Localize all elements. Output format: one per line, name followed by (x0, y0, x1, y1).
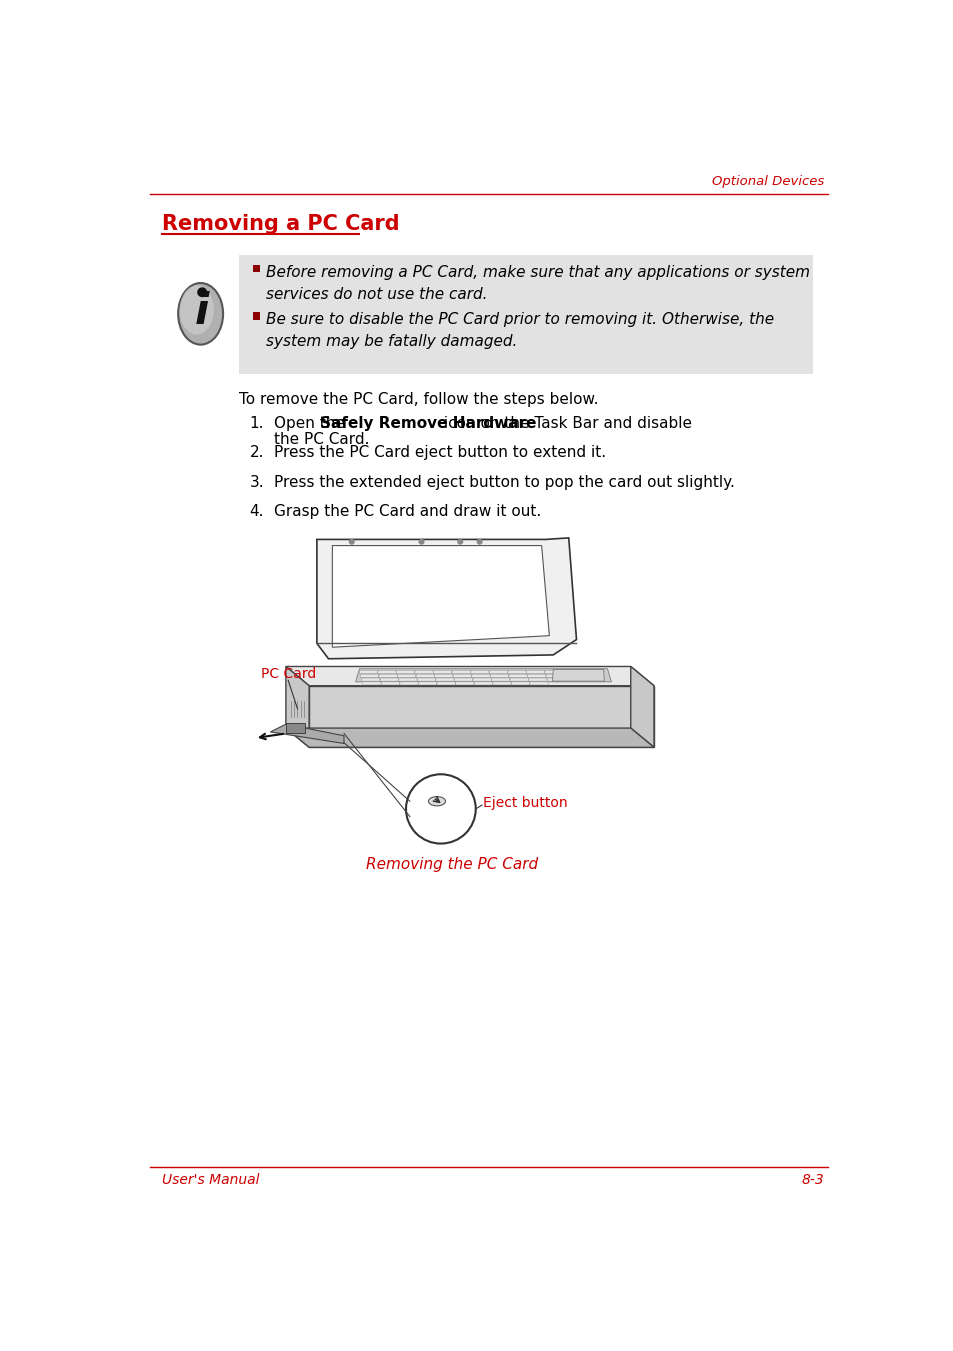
Polygon shape (286, 666, 309, 747)
Text: the PC Card.: the PC Card. (274, 431, 370, 447)
Polygon shape (473, 678, 491, 681)
Text: Removing the PC Card: Removing the PC Card (366, 857, 538, 871)
Polygon shape (545, 674, 564, 677)
Text: 1.: 1. (249, 416, 264, 431)
Polygon shape (362, 682, 381, 685)
Polygon shape (489, 670, 507, 673)
Circle shape (418, 539, 423, 544)
Polygon shape (361, 678, 379, 681)
Polygon shape (397, 674, 416, 677)
Polygon shape (510, 678, 528, 681)
Polygon shape (544, 670, 563, 673)
Polygon shape (436, 678, 454, 681)
Polygon shape (474, 682, 492, 685)
Polygon shape (416, 674, 435, 677)
Polygon shape (552, 670, 604, 681)
Ellipse shape (179, 285, 213, 335)
Text: Safely Remove Hardware: Safely Remove Hardware (319, 416, 536, 431)
Polygon shape (581, 670, 599, 673)
Polygon shape (286, 728, 654, 747)
Polygon shape (564, 674, 582, 677)
Text: User's Manual: User's Manual (162, 1173, 259, 1188)
Text: Grasp the PC Card and draw it out.: Grasp the PC Card and draw it out. (274, 504, 541, 519)
Text: PC Card: PC Card (260, 667, 315, 681)
Polygon shape (415, 670, 433, 673)
Circle shape (349, 539, 354, 544)
Polygon shape (270, 724, 344, 743)
Text: To remove the PC Card, follow the steps below.: To remove the PC Card, follow the steps … (239, 392, 598, 407)
Circle shape (476, 539, 481, 544)
Polygon shape (316, 538, 576, 659)
Text: Eject button: Eject button (483, 796, 568, 809)
FancyBboxPatch shape (253, 265, 260, 273)
Text: 2.: 2. (249, 446, 264, 461)
Circle shape (406, 774, 476, 843)
Text: Removing a PC Card: Removing a PC Card (162, 213, 399, 234)
Text: Press the PC Card eject button to extend it.: Press the PC Card eject button to extend… (274, 446, 606, 461)
Text: Open the: Open the (274, 416, 350, 431)
Polygon shape (377, 670, 395, 673)
Polygon shape (378, 674, 397, 677)
Polygon shape (490, 674, 508, 677)
Polygon shape (435, 674, 453, 677)
Polygon shape (286, 666, 654, 686)
Polygon shape (528, 678, 547, 681)
Polygon shape (381, 682, 399, 685)
Polygon shape (453, 674, 471, 677)
Ellipse shape (428, 797, 445, 805)
Text: Before removing a PC Card, make sure that any applications or system
services do: Before removing a PC Card, make sure tha… (266, 265, 810, 301)
Polygon shape (491, 678, 510, 681)
Polygon shape (355, 669, 611, 682)
Text: 4.: 4. (249, 504, 264, 519)
Polygon shape (492, 682, 511, 685)
Polygon shape (470, 670, 489, 673)
Polygon shape (526, 670, 544, 673)
Polygon shape (630, 666, 654, 747)
Polygon shape (563, 670, 581, 673)
Text: 8-3: 8-3 (801, 1173, 823, 1188)
Polygon shape (417, 682, 436, 685)
Polygon shape (471, 674, 490, 677)
Polygon shape (436, 682, 455, 685)
Text: 3.: 3. (249, 474, 264, 490)
Circle shape (197, 288, 206, 296)
Polygon shape (508, 674, 527, 677)
Polygon shape (286, 723, 305, 734)
Polygon shape (416, 678, 436, 681)
Ellipse shape (178, 282, 223, 345)
Polygon shape (379, 678, 398, 681)
Polygon shape (547, 678, 565, 681)
Polygon shape (399, 682, 417, 685)
Text: Press the extended eject button to pop the card out slightly.: Press the extended eject button to pop t… (274, 474, 735, 490)
Polygon shape (511, 682, 529, 685)
Polygon shape (454, 678, 473, 681)
Polygon shape (309, 686, 654, 747)
Text: Optional Devices: Optional Devices (712, 174, 823, 188)
Polygon shape (395, 670, 415, 673)
Polygon shape (455, 682, 474, 685)
Polygon shape (529, 682, 548, 685)
Polygon shape (358, 670, 377, 673)
Text: Be sure to disable the PC Card prior to removing it. Otherwise, the
system may b: Be sure to disable the PC Card prior to … (266, 312, 774, 350)
Polygon shape (527, 674, 545, 677)
Polygon shape (507, 670, 526, 673)
Polygon shape (360, 674, 378, 677)
Polygon shape (332, 546, 549, 647)
Polygon shape (398, 678, 416, 681)
Polygon shape (452, 670, 470, 673)
Circle shape (457, 539, 462, 544)
FancyBboxPatch shape (239, 254, 812, 374)
Text: i: i (194, 292, 209, 334)
Polygon shape (433, 670, 452, 673)
FancyBboxPatch shape (253, 312, 260, 320)
Text: icon on the Task Bar and disable: icon on the Task Bar and disable (438, 416, 692, 431)
